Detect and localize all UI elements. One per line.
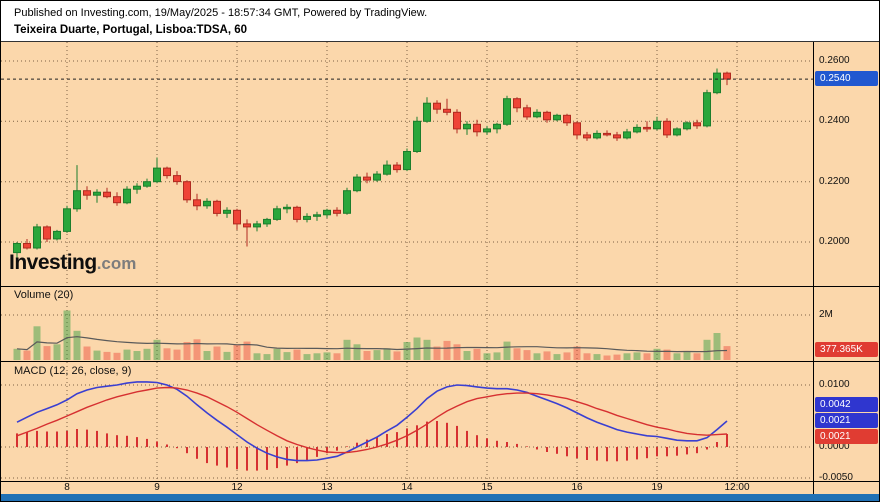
time-axis-label: 12:00 (724, 482, 750, 493)
time-axis-label: 16 (571, 482, 583, 493)
macd-axis-label: 0.0000 (819, 441, 850, 452)
price-axis-label: 0.2000 (819, 236, 850, 247)
time-axis-label: 19 (651, 482, 663, 493)
volume-indicator-label: Volume (20) (14, 289, 74, 301)
pane-separator-macd (1, 361, 879, 362)
price-axis[interactable]: 0.2600 0.2400 0.2200 0.2000 0.2540 2M 37… (814, 42, 879, 494)
macd-axis-label: -0.0050 (819, 472, 853, 483)
time-axis-label: 9 (154, 482, 160, 493)
volume-axis-label: 2M (819, 309, 833, 320)
price-axis-label: 0.2400 (819, 115, 850, 126)
price-axis-border (813, 42, 814, 494)
macd-indicator-label: MACD (12, 26, close, 9) (14, 365, 132, 377)
header: Published on Investing.com, 19/May/2025 … (1, 1, 879, 41)
price-axis-label: 0.2200 (819, 176, 850, 187)
bottom-bar (1, 494, 879, 501)
time-axis-label: 14 (401, 482, 413, 493)
macd-signal-badge: 0.0021 (815, 413, 878, 428)
macd-value-badge: 0.0042 (815, 397, 878, 412)
time-axis-label: 8 (64, 482, 70, 493)
watermark-name: Investing (9, 251, 97, 274)
time-axis[interactable]: 8 9 12 13 14 15 16 19 12:00 (1, 482, 813, 494)
investing-logo-watermark: Investing.com (9, 251, 136, 275)
symbol-title: Teixeira Duarte, Portugal, Lisboa:TDSA, … (14, 24, 248, 36)
chart-area: Investing.com Volume (20) MACD (12, 26, … (1, 41, 880, 502)
watermark-domain: .com (96, 254, 137, 273)
pane-separator-timeaxis (1, 481, 879, 482)
macd-hist-badge: 0.0021 (815, 429, 878, 444)
pane-separator-volume (1, 286, 879, 287)
price-axis-label: 0.2600 (819, 55, 850, 66)
time-axis-label: 15 (481, 482, 493, 493)
published-line: Published on Investing.com, 19/May/2025 … (14, 7, 428, 19)
time-axis-label: 12 (231, 482, 243, 493)
last-price-badge: 0.2540 (815, 71, 878, 86)
macd-axis-label: 0.0100 (819, 379, 850, 390)
time-axis-label: 13 (321, 482, 333, 493)
chart-plot[interactable] (1, 42, 880, 502)
last-volume-badge: 377.365K (815, 342, 878, 357)
